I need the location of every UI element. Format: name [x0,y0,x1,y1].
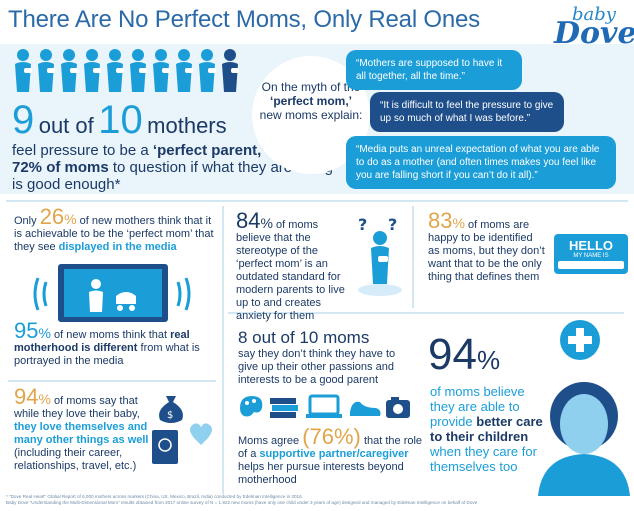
mothers-pictogram [15,49,239,92]
stat-8of10-head: 8 out of 10 moms [238,328,370,347]
stat-text: of new moms think that [50,329,171,341]
stat-bold: they love themselves and many other thin… [14,421,149,446]
hello-label: HELLO [568,238,614,253]
mom-figure-icon [199,49,216,92]
stat-nine: 9 [12,98,35,142]
self-care-mom-icon [538,320,630,496]
stat-out-of: out of [38,113,94,138]
stat-percent-sign: % [452,215,465,231]
stat-text: of moms are happy to be identified as mo… [428,219,545,283]
divider [222,206,224,494]
myth-text: On the myth of the [261,80,361,94]
my-name-is-label: MY NAME IS [573,253,609,259]
divider [228,312,624,314]
stat-bold: real motherhood is different [14,329,190,354]
stat-text: Moms agree [238,435,303,447]
stat-text: when they care for themselves too [430,444,537,474]
page-title: There Are No Perfect Moms, Only Real One… [8,6,480,33]
mom-figure-icon [153,49,170,92]
stat-94-number: 94 [14,384,39,409]
stat-percent-sign: % [260,215,273,231]
stat-text: helps her pursue interests beyond mother… [238,461,404,486]
mom-figure-icon [61,49,78,92]
myth-bold: ‘perfect mom,’ [269,94,353,108]
stat-76-number: (76%) [302,424,361,449]
palette-icon [240,396,263,417]
stat-84-block: 84% of moms believe that the stereotype … [236,210,354,323]
quote-bubble: “Media puts an unreal expectation of wha… [346,136,616,189]
mom-figure-icon [15,49,32,92]
brand-baby-label: baby [572,4,616,25]
svg-text:$: $ [167,410,173,421]
divider [412,206,414,308]
mom-figure-icon [38,49,55,92]
mom-figure-icon [176,49,193,92]
stat-95-number: 95 [14,318,39,343]
stat-83-block: 83% of moms are happy to be identified a… [428,210,546,284]
pressure-text: feel pressure to be a [12,142,153,159]
stat-84-number: 84 [236,208,261,233]
pressure-bold: ‘perfect parent,’ [152,142,266,159]
stat-bold: displayed in the media [58,241,177,253]
stat-percent-sign: % [38,391,51,407]
quote-bubble: “Mothers are supposed to have it all tog… [346,50,522,90]
mom-figure-icon [107,49,124,92]
nine-of-ten-headline: 9 out of 10 mothers [12,98,227,143]
stat-bold: supportive partner/caregiver [259,448,409,460]
hello-name-tag: HELLO MY NAME IS [554,234,628,274]
stat-bold: better care to their children [430,414,543,444]
books-icon [270,398,298,418]
stat-text: of moms believe they are able to provide [430,384,525,429]
heart-icon [190,423,212,445]
stat-94-care-text: of moms believe they are able to provide… [430,384,550,474]
stat-94-love-block: 94% of moms say that while they love the… [14,386,160,473]
questioning-mom-icon: ? ? [358,215,402,296]
stat-83-number: 83 [428,208,453,233]
stat-ten: 10 [98,98,143,142]
stat-95-block: 95% of new moms think that real motherho… [14,320,214,368]
divider [6,200,628,202]
footer-note: Baby Dove “Understanding the Multi-Dimen… [6,500,478,505]
stat-text: of new mothers think that it is achievab… [14,215,214,253]
tv-screen-icon [33,264,191,322]
stat-26-block: Only 26% of new mothers think that it is… [14,206,214,254]
stat-94-care-headline: 94% [428,330,500,380]
footer-note: * “Dove Real Heart” Global Report of 6,0… [6,494,303,499]
laptop-icon [306,394,342,418]
stat-percent-sign: % [38,325,51,341]
stat-94-care-number: 94 [428,330,477,379]
quote-bubble: “It is difficult to feel the pressure to… [370,92,564,132]
lifestyle-icons: $ [152,396,212,464]
svg-text:?: ? [388,215,397,234]
pressure-pct: 72% of moms [12,159,109,176]
svg-text:?: ? [358,215,367,234]
stat-text: from what is portrayed in the media [14,342,200,367]
passions-icons [240,394,410,418]
mom-figure-icon [130,49,147,92]
footer-notes: * “Dove Real Heart” Global Report of 6,0… [6,494,626,506]
mom-figure-icon [84,49,101,92]
mom-figure-icon [222,49,239,92]
stat-mothers: mothers [147,113,227,138]
stat-percent-sign: % [64,211,77,227]
stat-8of10-text: say they don’t think they have to give u… [238,348,396,386]
stat-26-number: 26 [39,204,65,229]
stat-text: (including their career, relationships, … [14,447,137,472]
stat-text: Only [14,215,37,227]
myth-caption: On the myth of the ‘perfect mom,’ new mo… [256,80,366,122]
stat-text: of moms say that while they love their b… [14,395,140,420]
sneaker-icon [350,401,381,416]
divider [8,380,216,382]
stat-text: that the role of a [238,435,423,460]
stat-76-block: Moms agree (76%) that the role of a supp… [238,426,428,487]
stat-percent-sign: % [476,345,501,375]
money-bag-icon: $ [159,396,183,423]
camera-icon [386,397,410,418]
myth-text: new moms explain: [259,108,363,122]
stat-text: of moms believe that the stereotype of t… [236,219,345,322]
passport-icon [152,430,178,464]
